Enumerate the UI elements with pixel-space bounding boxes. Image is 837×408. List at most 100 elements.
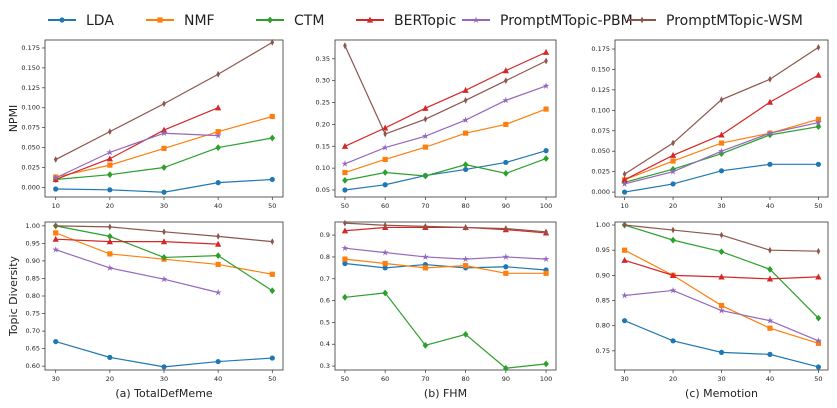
x-tick-label: 30 [620,375,628,383]
y-tick-label: 0.125 [21,84,40,92]
y-tick-label: 0.85 [596,297,610,305]
series-line [344,85,547,165]
data-point [106,155,113,162]
data-point [621,176,628,183]
data-point [161,254,167,261]
series-line [344,258,547,274]
x-tick-label: 50 [814,375,822,383]
data-point [214,131,222,139]
data-point [382,289,389,297]
data-point [269,134,276,142]
y-tick-label: 0.175 [591,45,610,53]
data-point [422,172,429,180]
x-tick-label: 30 [717,375,725,383]
y-tick-label: 0.20 [316,120,330,128]
y-tick-label: 0.150 [591,65,610,73]
y-tick-label: 0.175 [21,44,40,52]
data-point [815,273,822,280]
data-point [216,70,220,78]
x-tick-label: 90 [502,375,510,383]
data-point [53,230,59,236]
legend-marker [157,17,163,23]
legend-label: LDA [86,13,114,29]
y-tick-label: 0.100 [591,106,610,114]
data-point [622,221,627,229]
data-point [341,142,349,149]
data-point [53,156,58,163]
data-point [343,219,347,227]
data-point [670,338,676,344]
data-point [422,144,428,150]
x-tick-label: 50 [268,202,276,210]
data-point [382,182,388,188]
data-point [621,189,628,195]
data-point [421,132,429,140]
data-point [215,358,221,365]
y-tick-label: 0.25 [316,99,330,107]
data-point [670,236,676,244]
x-tick-label: 50 [814,202,822,210]
y-axis-label: Topic Diversity [7,255,20,337]
x-tick-label: 50 [341,202,349,210]
x-tick-label: 40 [766,202,774,210]
data-point [107,251,113,257]
data-point [767,161,773,167]
data-point [342,256,348,262]
data-point [814,337,822,344]
data-point [52,246,60,253]
data-point [161,364,167,370]
x-tick-label: 40 [214,202,222,210]
data-point [719,231,724,239]
data-point [106,264,114,271]
data-point [718,168,725,174]
data-point [462,255,470,263]
y-tick-label: 0.000 [21,183,40,191]
data-point [768,75,772,83]
x-tick-label: 10 [620,202,628,210]
data-point [215,144,222,151]
y-tick-label: 0.100 [21,104,40,112]
data-point [543,148,549,154]
data-point [108,223,112,231]
data-point [269,176,275,183]
data-point [670,181,676,187]
y-tick-label: 0.30 [316,77,330,85]
data-point [160,238,168,245]
data-point [342,169,348,176]
data-point [768,246,772,254]
y-tick-label: 1.00 [26,222,40,230]
data-point [543,106,549,112]
y-tick-label: 0.025 [21,164,40,172]
data-point [162,228,166,236]
data-point [815,364,822,370]
legend-marker [267,16,273,24]
plot-area [614,39,829,198]
data-point [383,221,387,229]
data-point [816,43,821,51]
data-point [423,115,428,123]
y-tick-label: 0.3 [320,362,330,370]
legend-marker [472,16,480,23]
y-tick-label: 0.75 [596,347,610,355]
y-tick-label: 0.90 [596,271,610,279]
series-line [344,108,547,174]
data-point [669,271,677,278]
data-point [216,232,220,240]
data-point [162,100,166,108]
x-tick-label: 40 [214,375,222,383]
x-tick-label: 50 [268,375,276,383]
data-point [503,159,509,166]
data-point [269,355,275,361]
data-point [504,77,508,85]
data-point [542,255,550,263]
y-tick-label: 0.75 [26,310,40,318]
data-point [341,227,349,234]
x-tick-label: 30 [52,375,60,383]
series-line [344,150,547,191]
data-point [270,238,275,246]
data-point [161,189,167,195]
series-line [55,137,273,181]
data-point [463,224,468,231]
x-tick-label: 60 [381,202,389,210]
y-tick-label: 0.95 [26,239,40,247]
